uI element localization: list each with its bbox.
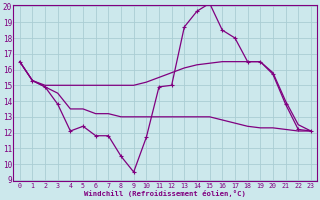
X-axis label: Windchill (Refroidissement éolien,°C): Windchill (Refroidissement éolien,°C) xyxy=(84,190,246,197)
